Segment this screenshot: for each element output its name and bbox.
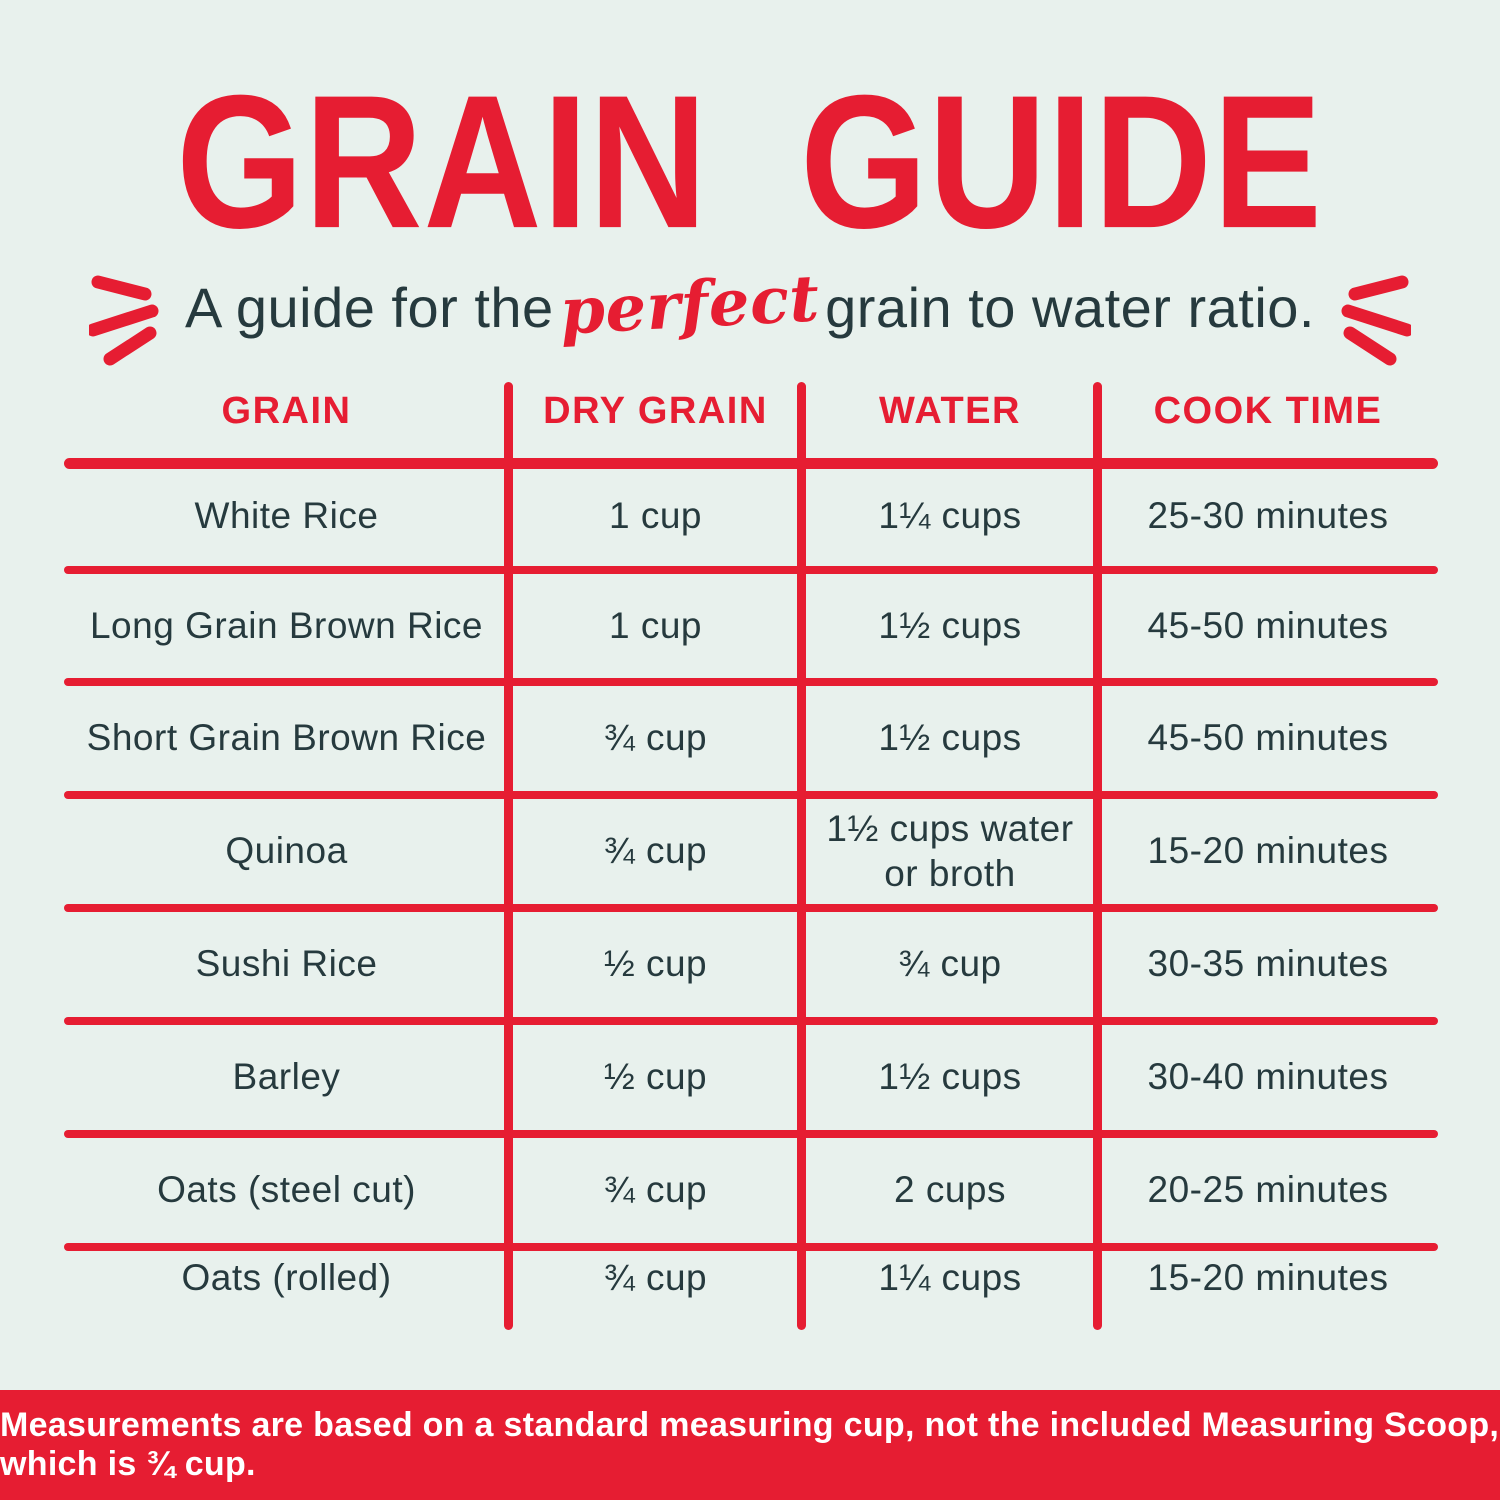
cell-dry-grain: 1 cup: [608, 495, 702, 537]
cell-grain: Sushi Rice: [195, 943, 378, 985]
cell-water: 1½ cups: [878, 717, 1022, 759]
table-row-rule: [64, 1017, 1438, 1025]
footer-banner: Measurements are based on a standard mea…: [0, 1390, 1500, 1500]
table-column-rule: [1093, 382, 1102, 1330]
subtitle-prefix: A guide for the: [185, 276, 554, 339]
cell-cook-time: 30-35 minutes: [1147, 943, 1389, 985]
table-row-rule: [64, 904, 1438, 912]
column-header-water: WATER: [879, 390, 1021, 432]
cell-grain: Quinoa: [225, 830, 348, 872]
table-row-rule: [64, 1243, 1438, 1251]
cell-dry-grain: ¾ cup: [603, 1169, 708, 1211]
table-header-rule: [64, 458, 1438, 469]
cell-water: 2 cups: [893, 1169, 1006, 1211]
subtitle-row: A guide for theperfectgrain to water rat…: [0, 261, 1500, 367]
cell-grain: Long Grain Brown Rice: [89, 604, 484, 646]
cell-dry-grain: ¾ cup: [603, 1256, 708, 1298]
subtitle-suffix: grain to water ratio.: [825, 276, 1315, 339]
cell-dry-grain: 1 cup: [608, 604, 702, 646]
cell-water: 1½ cups water or broth: [826, 808, 1074, 894]
table-column-rule: [504, 382, 513, 1330]
cell-grain: Oats (steel cut): [157, 1169, 416, 1211]
cell-cook-time: 30-40 minutes: [1147, 1056, 1389, 1098]
cell-grain: White Rice: [194, 495, 379, 537]
emphasis-burst-right-icon: [1341, 275, 1411, 366]
cell-grain: Oats (rolled): [181, 1256, 392, 1298]
table-row-rule: [64, 678, 1438, 686]
emphasis-burst-left-icon: [89, 275, 159, 366]
subtitle: A guide for theperfectgrain to water rat…: [185, 261, 1315, 349]
column-header-cook-time: COOK TIME: [1153, 390, 1383, 432]
cell-cook-time: 45-50 minutes: [1147, 604, 1389, 646]
cell-water: 1½ cups: [878, 604, 1022, 646]
cell-dry-grain: ¾ cup: [603, 717, 708, 759]
column-header-dry-grain: DRY GRAIN: [543, 390, 768, 432]
page-title-text: GRAIN GUIDE: [176, 56, 1324, 268]
cell-water: 1½ cups: [878, 1056, 1022, 1098]
table-row-rule: [64, 1130, 1438, 1138]
cell-cook-time: 25-30 minutes: [1147, 495, 1389, 537]
cell-dry-grain: ¾ cup: [603, 830, 708, 872]
subtitle-highlight: perfect: [557, 261, 821, 350]
cell-water: 1¼ cups: [878, 495, 1022, 537]
cell-water: ¾ cup: [898, 943, 1002, 985]
table-row-rule: [64, 791, 1438, 799]
cell-dry-grain: ½ cup: [603, 1056, 708, 1098]
footer-note: Measurements are based on a standard mea…: [0, 1406, 1500, 1483]
table-row-rule: [64, 566, 1438, 574]
column-header-grain: GRAIN: [221, 390, 352, 432]
cell-cook-time: 15-20 minutes: [1147, 1256, 1389, 1298]
cell-dry-grain: ½ cup: [603, 943, 708, 985]
cell-cook-time: 15-20 minutes: [1147, 830, 1389, 872]
cell-cook-time: 20-25 minutes: [1147, 1169, 1389, 1211]
page-title: GRAIN GUIDE: [0, 0, 1500, 257]
cell-grain: Barley: [232, 1056, 341, 1098]
cell-grain: Short Grain Brown Rice: [86, 717, 487, 759]
table-column-rule: [797, 382, 806, 1330]
cell-water: 1¼ cups: [878, 1256, 1022, 1298]
grain-table: GRAIN DRY GRAIN WATER COOK TIME White Ri…: [64, 380, 1438, 1332]
table-grid: GRAIN DRY GRAIN WATER COOK TIME White Ri…: [64, 380, 1438, 1309]
cell-cook-time: 45-50 minutes: [1147, 717, 1389, 759]
